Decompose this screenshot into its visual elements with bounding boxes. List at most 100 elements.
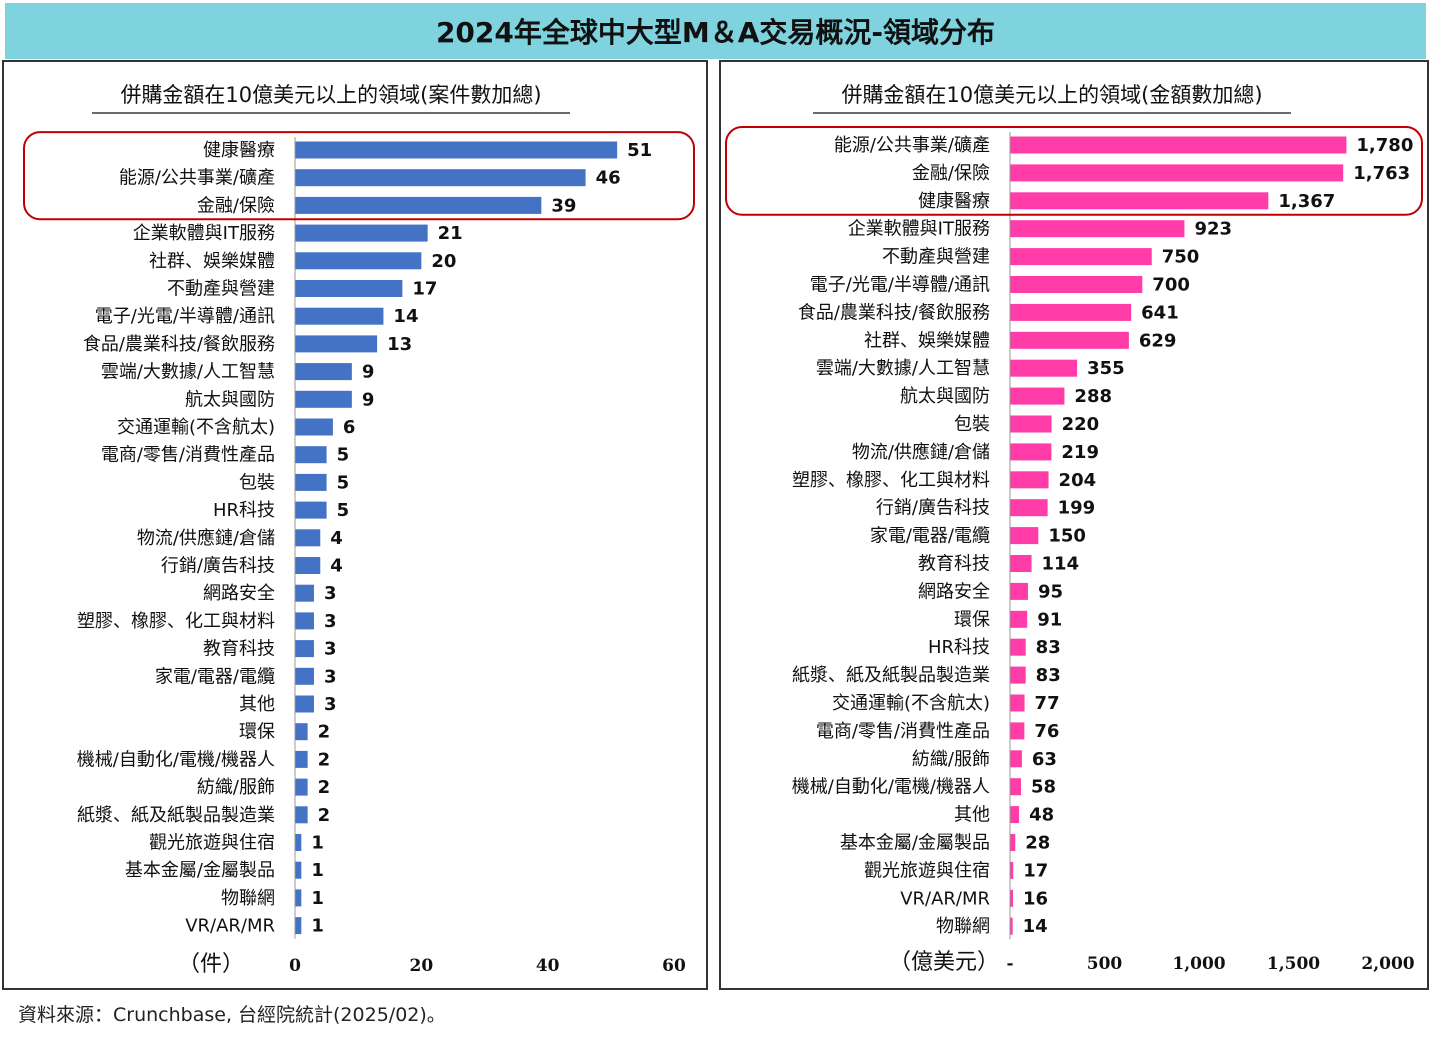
right-value-label: 1,780 [1356, 135, 1413, 156]
right-category-label: HR科技 [928, 637, 990, 658]
left-value-label: 2 [318, 749, 331, 770]
right-bar [1010, 192, 1269, 210]
left-bar [295, 806, 308, 824]
right-bar [1010, 778, 1021, 796]
right-category-label: 航太與國防 [900, 386, 990, 407]
left-value-label: 14 [393, 306, 418, 327]
right-category-label: 網路安全 [918, 581, 990, 602]
left-bar [295, 169, 586, 187]
left-value-label: 2 [318, 722, 331, 743]
right-value-label: 641 [1141, 302, 1179, 323]
left-value-label: 3 [324, 611, 337, 632]
right-value-label: 14 [1023, 916, 1048, 937]
left-x-tick-label: 60 [662, 956, 686, 976]
left-bar [295, 529, 321, 547]
right-bar [1010, 499, 1048, 517]
right-bar [1010, 694, 1025, 712]
right-category-label: 環保 [954, 609, 990, 630]
left-category-label: 基本金屬/金屬製品 [125, 860, 275, 881]
right-bar [1010, 387, 1065, 405]
right-bar [1010, 638, 1026, 656]
right-category-label: 紡織/服飾 [912, 749, 990, 770]
right-x-tick-label: 2,000 [1361, 954, 1414, 974]
left-category-label: 能源/公共事業/礦產 [119, 168, 275, 189]
right-value-label: 355 [1087, 358, 1125, 379]
right-category-label: VR/AR/MR [900, 888, 990, 909]
right-category-label: 企業軟體與IT服務 [848, 219, 990, 240]
left-value-label: 9 [362, 389, 375, 410]
chart-title: 2024年全球中大型M＆A交易概況-領域分布 [5, 3, 1426, 59]
source-note: 資料來源：Crunchbase, 台經院統計(2025/02)。 [18, 1004, 446, 1026]
left-bar [295, 834, 302, 851]
left-category-label: 雲端/大數據/人工智慧 [101, 362, 275, 383]
left-value-label: 5 [337, 500, 350, 521]
right-value-label: 750 [1162, 247, 1200, 268]
right-bar-chart: 併購金額在10億美元以上的領域(金額數加總) 能源/公共事業/礦產 1,780 金融/… [725, 83, 1423, 975]
left-category-label: 健康醫療 [203, 140, 275, 161]
right-value-label: 48 [1029, 805, 1054, 826]
left-category-label: 交通運輸(不含航太) [117, 417, 275, 438]
left-bar [295, 252, 422, 270]
left-unit-label: （件） [178, 952, 244, 977]
left-category-label: 觀光旅遊與住宿 [149, 833, 275, 854]
right-category-label: 社群、娛樂媒體 [864, 330, 990, 351]
left-category-label: VR/AR/MR [185, 916, 275, 937]
left-bar [295, 501, 327, 519]
right-category-label: 雲端/大數據/人工智慧 [816, 358, 990, 379]
right-bar [1010, 527, 1039, 545]
right-category-label: 塑膠、橡膠、化工與材料 [792, 470, 990, 491]
right-bar [1010, 806, 1020, 824]
right-chart-panel: 併購金額在10億美元以上的領域(金額數加總) 能源/公共事業/礦產 1,780 金融/… [719, 60, 1429, 990]
left-bar [295, 667, 314, 685]
left-value-label: 13 [387, 334, 412, 355]
left-value-label: 3 [324, 639, 337, 660]
left-category-label: 電商/零售/消費性產品 [101, 445, 275, 466]
left-category-label: 社群、娛樂媒體 [149, 251, 275, 272]
right-category-label: 物流/供應鏈/倉儲 [852, 441, 990, 463]
right-x-tick-label: 500 [1087, 954, 1123, 974]
left-bar [295, 861, 302, 879]
right-value-label: 700 [1152, 275, 1190, 296]
left-bar [295, 363, 352, 381]
right-bar [1010, 359, 1078, 377]
left-value-label: 51 [627, 140, 652, 161]
left-bar [295, 917, 302, 935]
left-category-label: 食品/農業科技/餐飲服務 [83, 334, 275, 355]
right-category-label: 金融/保險 [912, 163, 990, 184]
left-category-label: 物聯網 [221, 888, 275, 909]
right-value-label: 83 [1036, 665, 1061, 686]
right-x-tick-label: 1,000 [1172, 954, 1225, 974]
right-value-label: 288 [1074, 386, 1112, 407]
right-category-label: 家電/電器/電纜 [870, 526, 990, 547]
left-category-label: 物流/供應鏈/倉儲 [137, 527, 275, 549]
left-x-tick-label: 40 [536, 956, 560, 976]
left-bar [295, 640, 314, 658]
right-bar [1010, 861, 1014, 879]
right-value-label: 76 [1034, 721, 1059, 742]
right-value-label: 91 [1037, 609, 1062, 630]
right-value-label: 220 [1062, 414, 1100, 435]
left-bar [295, 446, 327, 464]
left-category-label: 環保 [239, 722, 275, 743]
left-value-label: 3 [324, 583, 337, 604]
right-category-label: 教育科技 [918, 554, 990, 575]
left-category-label: 包裝 [239, 472, 275, 493]
left-value-label: 3 [324, 694, 337, 715]
right-category-label: 健康醫療 [918, 191, 990, 212]
left-bar [295, 473, 327, 491]
right-bar [1010, 136, 1347, 154]
left-bar [295, 224, 428, 242]
left-bar [295, 557, 321, 574]
left-bar [295, 196, 542, 214]
left-category-label: 行銷/廣告科技 [161, 556, 275, 577]
right-bar [1010, 610, 1028, 628]
right-value-label: 1,763 [1353, 163, 1410, 184]
right-x-tick-label: 1,500 [1267, 954, 1320, 974]
left-category-label: 航太與國防 [185, 389, 275, 410]
left-category-label: 其他 [239, 694, 275, 715]
left-category-label: 網路安全 [203, 583, 275, 604]
right-chart-title: 併購金額在10億美元以上的領域(金額數加總) [841, 83, 1262, 107]
right-category-label: 機械/自動化/電機/機器人 [792, 777, 990, 798]
right-x-tick-label: - [1006, 954, 1013, 974]
